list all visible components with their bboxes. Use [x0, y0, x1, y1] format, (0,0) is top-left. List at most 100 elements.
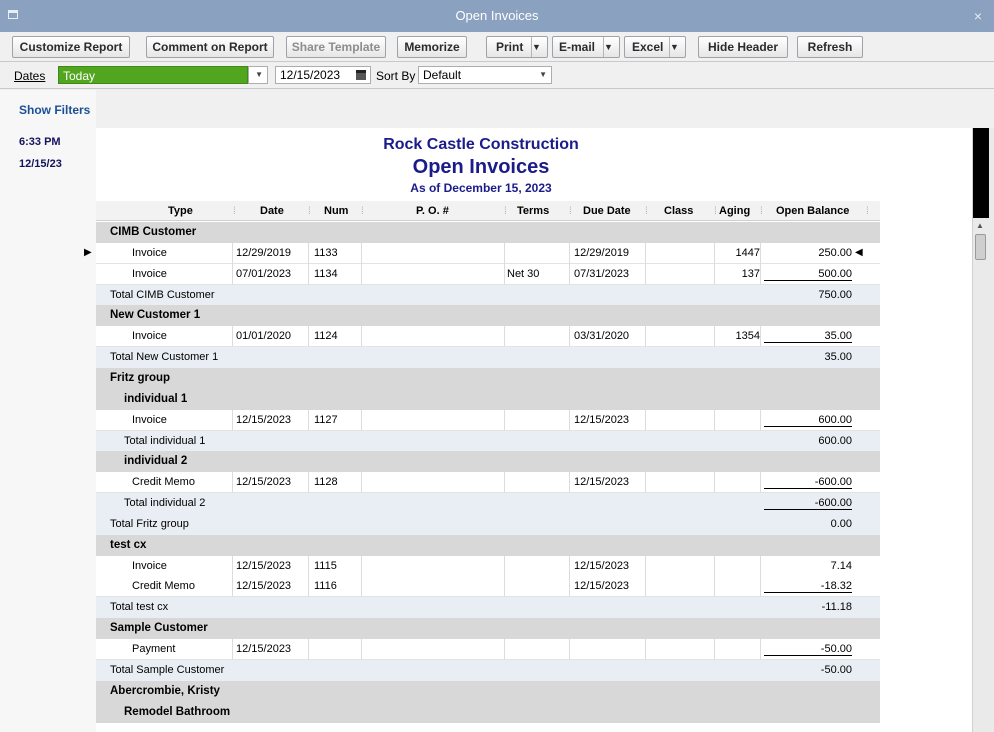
column-divider: [569, 326, 570, 348]
table-row[interactable]: Invoice 12/15/2023 1127 12/15/2023 600.00: [96, 409, 880, 431]
column-divider: [504, 639, 505, 660]
column-header-po[interactable]: P. O. #: [416, 205, 449, 217]
comment-on-report-button[interactable]: Comment on Report: [146, 36, 274, 58]
cell-due: 12/15/2023: [574, 476, 630, 489]
total-balance: -11.18: [821, 601, 852, 614]
column-divider: [232, 326, 233, 348]
column-divider: [569, 409, 570, 431]
column-resize-handle[interactable]: ⁞: [760, 206, 763, 217]
column-header-terms[interactable]: Terms: [517, 205, 550, 217]
column-resize-handle[interactable]: ⁞: [308, 206, 311, 217]
column-header-balance[interactable]: Open Balance: [776, 205, 850, 217]
scroll-up-icon[interactable]: ▲: [976, 221, 984, 230]
column-divider: [760, 409, 761, 431]
group-header-row[interactable]: Abercrombie, Kristy: [96, 680, 880, 702]
show-filters-link[interactable]: Show Filters: [19, 103, 91, 117]
cell-date: 12/29/2019: [236, 246, 292, 259]
share-template-button[interactable]: Share Template: [286, 36, 386, 58]
vertical-scrollbar[interactable]: ▲: [972, 128, 994, 732]
total-label: Total test cx: [110, 601, 169, 614]
window-menu-icon[interactable]: [8, 10, 18, 19]
refresh-button[interactable]: Refresh: [797, 36, 863, 58]
column-divider: [232, 472, 233, 494]
sort-by-select[interactable]: Default ▼: [418, 66, 552, 84]
total-row[interactable]: Total individual 1 600.00: [96, 430, 880, 452]
cell-type: Invoice: [132, 413, 167, 426]
table-row[interactable]: Invoice 12/15/2023 1115 12/15/2023 7.14: [96, 555, 880, 577]
total-row[interactable]: Total CIMB Customer 750.00: [96, 284, 880, 306]
group-header-row[interactable]: Sample Customer: [96, 618, 880, 640]
dates-dropdown-button[interactable]: ▼: [248, 66, 268, 84]
column-header-type[interactable]: Type: [168, 205, 193, 217]
group-header-row[interactable]: CIMB Customer: [96, 222, 880, 243]
table-row[interactable]: Invoice 07/01/2023 1134 Net 30 07/31/2023 137…: [96, 263, 880, 285]
total-row[interactable]: Total test cx -11.18: [96, 597, 880, 619]
cell-date: 12/15/2023: [236, 413, 292, 426]
row-pointer-left-icon: ▶: [84, 246, 92, 258]
total-row[interactable]: Total New Customer 1 35.00: [96, 347, 880, 369]
table-row[interactable]: Payment 12/15/2023 -50.00: [96, 639, 880, 660]
cell-balance: 600.00: [764, 414, 852, 427]
hide-header-button[interactable]: Hide Header: [698, 36, 788, 58]
column-resize-handle[interactable]: ⁞: [714, 206, 717, 217]
memorize-button[interactable]: Memorize: [397, 36, 467, 58]
cell-aging: 1447: [735, 246, 760, 259]
table-row[interactable]: Credit Memo 12/15/2023 1128 12/15/2023 -600.…: [96, 472, 880, 494]
total-row[interactable]: Total individual 2 -600.00: [96, 493, 880, 515]
cell-due: 12/29/2019: [574, 246, 630, 259]
column-divider: [361, 639, 362, 660]
group-header-row[interactable]: Remodel Bathroom: [96, 701, 880, 723]
cell-balance: -50.00: [764, 643, 852, 656]
column-divider: [308, 326, 309, 348]
column-header-class[interactable]: Class: [664, 205, 694, 217]
dates-range-select[interactable]: Today: [58, 66, 248, 84]
column-resize-handle[interactable]: ⁞: [361, 206, 364, 217]
column-divider: [361, 472, 362, 494]
print-button[interactable]: Print ▼: [486, 36, 548, 58]
scrollbar-thumb[interactable]: [975, 234, 986, 260]
table-row[interactable]: Invoice 12/29/2019 1133 12/29/2019 1447 250.0…: [84, 242, 880, 264]
excel-dropdown-arrow-icon[interactable]: ▼: [669, 37, 685, 57]
column-divider: [232, 639, 233, 660]
column-resize-handle[interactable]: ⁞: [233, 206, 236, 217]
close-icon[interactable]: ×: [973, 8, 982, 24]
total-label: Total individual 2: [124, 497, 206, 510]
cell-date: 12/15/2023: [236, 643, 292, 655]
column-header-aging[interactable]: Aging: [719, 205, 751, 217]
total-row[interactable]: Total Fritz group 0.00: [96, 513, 880, 535]
email-dropdown-arrow-icon[interactable]: ▼: [603, 37, 619, 57]
column-resize-handle[interactable]: ⁞: [504, 206, 507, 217]
column-divider: [232, 263, 233, 285]
cell-aging: 1354: [735, 330, 760, 343]
column-resize-handle[interactable]: ⁞: [645, 206, 648, 217]
cell-num: 1127: [314, 413, 338, 426]
column-header-num[interactable]: Num: [324, 205, 349, 217]
email-button[interactable]: E-mail ▼: [552, 36, 620, 58]
calendar-icon[interactable]: [356, 70, 366, 80]
table-row[interactable]: Invoice 01/01/2020 1124 03/31/2020 1354 35.00: [96, 326, 880, 348]
group-header-row[interactable]: Fritz group: [96, 367, 880, 389]
table-row[interactable]: Credit Memo 12/15/2023 1116 12/15/2023 -18.3…: [96, 576, 880, 598]
column-resize-handle[interactable]: ⁞: [866, 206, 869, 217]
column-divider: [645, 409, 646, 431]
group-header-row[interactable]: test cx: [96, 534, 880, 556]
customize-report-button[interactable]: Customize Report: [12, 36, 130, 58]
excel-button[interactable]: Excel ▼: [624, 36, 686, 58]
window-title-bar: Open Invoices ×: [0, 0, 994, 32]
column-header-due[interactable]: Due Date: [583, 205, 631, 217]
total-row[interactable]: Total Sample Customer -50.00: [96, 659, 880, 681]
group-header-row[interactable]: New Customer 1: [96, 305, 880, 327]
as-of-date-input[interactable]: 12/15/2023: [275, 66, 371, 84]
cell-balance: 7.14: [830, 559, 852, 572]
group-header-row[interactable]: individual 1: [96, 388, 880, 410]
column-resize-handle[interactable]: ⁞: [569, 206, 572, 217]
cell-type: Credit Memo: [132, 580, 195, 593]
column-divider: [760, 326, 761, 348]
column-header-date[interactable]: Date: [260, 205, 284, 217]
print-dropdown-arrow-icon[interactable]: ▼: [531, 37, 547, 57]
cell-due: 12/15/2023: [574, 580, 630, 593]
filter-bar: Dates Today ▼ 12/15/2023 Sort By Default…: [0, 62, 994, 89]
group-header-row[interactable]: individual 2: [96, 451, 880, 473]
cell-type: Invoice: [132, 246, 167, 259]
column-divider: [760, 639, 761, 660]
